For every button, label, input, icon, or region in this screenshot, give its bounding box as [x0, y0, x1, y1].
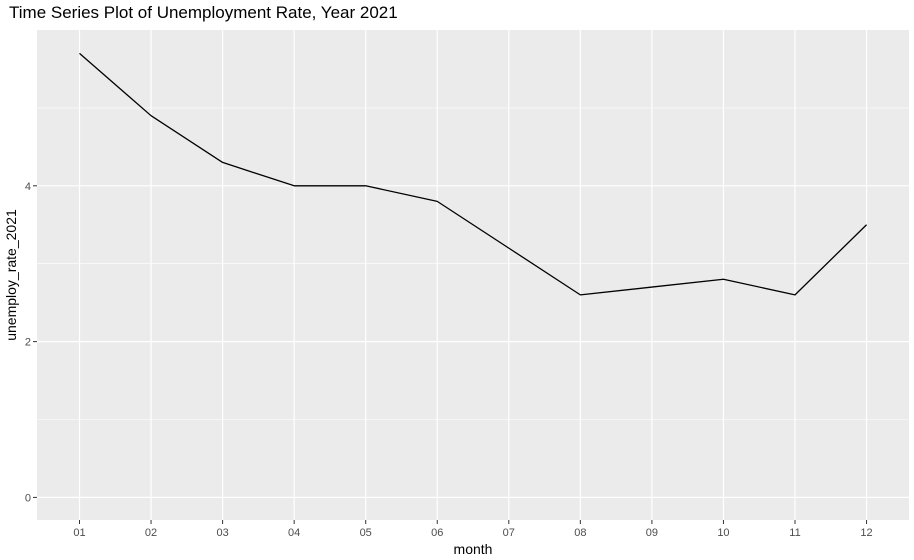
x-tick-label: 01: [73, 527, 85, 539]
x-tick-label: 09: [646, 527, 658, 539]
y-axis-title: unemploy_rate_2021: [3, 209, 19, 341]
x-tick-label: 05: [360, 527, 372, 539]
x-tick-label: 07: [503, 527, 515, 539]
y-axis: 0 2 4: [25, 181, 37, 504]
minor-gridlines: [37, 107, 909, 420]
y-tick-label: 2: [25, 337, 31, 349]
plot-panel: [37, 30, 909, 520]
x-tick-label: 11: [789, 527, 800, 539]
x-axis-title: month: [454, 541, 493, 557]
x-tick-label: 08: [574, 527, 586, 539]
series-layer: [79, 52, 868, 296]
x-tick-label: 06: [431, 527, 443, 539]
x-tick-label: 04: [288, 527, 300, 539]
x-tick-label: 02: [145, 527, 157, 539]
major-gridlines: [37, 30, 909, 520]
y-tick-label: 4: [25, 181, 31, 193]
series-line: [79, 52, 868, 296]
x-tick-label: 12: [860, 527, 872, 539]
x-axis: 01 02 03 04 05 06 07 08 09 10 11 12: [73, 520, 873, 539]
y-tick-label: 0: [25, 492, 31, 504]
x-tick-label: 10: [717, 527, 729, 539]
x-tick-label: 03: [216, 527, 228, 539]
chart-title: Time Series Plot of Unemployment Rate, Y…: [9, 3, 398, 22]
